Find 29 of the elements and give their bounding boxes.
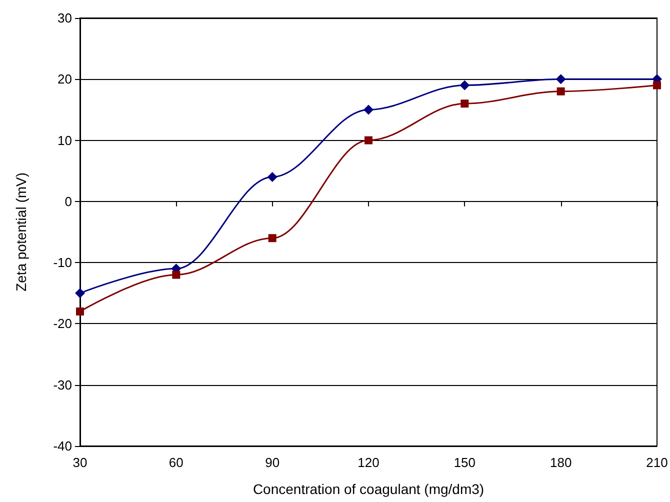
x-tick-label: 90 xyxy=(265,455,280,470)
y-tick-label: -40 xyxy=(53,438,72,454)
point xyxy=(556,87,565,96)
y-tick-label: -20 xyxy=(53,316,72,332)
x-tick-label: 150 xyxy=(454,455,476,470)
y-tick-label: -30 xyxy=(53,377,72,392)
point xyxy=(460,80,470,90)
y-axis-title: Zeta potential (mV) xyxy=(13,172,29,292)
point xyxy=(556,74,566,84)
point xyxy=(364,104,374,115)
point xyxy=(172,270,180,279)
x-tick-label: 60 xyxy=(168,455,184,470)
point xyxy=(268,234,276,242)
y-tick-label: 30 xyxy=(58,10,72,26)
point xyxy=(364,136,372,144)
point xyxy=(460,100,469,108)
point xyxy=(76,307,84,316)
y-tick-label: -10 xyxy=(53,255,72,270)
x-tick-label: 120 xyxy=(358,455,380,470)
y-tick-label: 10 xyxy=(58,132,72,148)
x-tick-label: 210 xyxy=(646,455,668,470)
x-tick-label: 30 xyxy=(72,455,88,470)
point xyxy=(75,288,85,298)
y-tick-label: 0 xyxy=(64,194,72,209)
x-axis-title: Concentration of coagulant (mg/dm3) xyxy=(252,481,484,497)
point xyxy=(267,172,278,182)
point xyxy=(653,81,661,90)
y-tick-label: 20 xyxy=(58,72,72,87)
x-tick-label: 180 xyxy=(550,455,572,470)
